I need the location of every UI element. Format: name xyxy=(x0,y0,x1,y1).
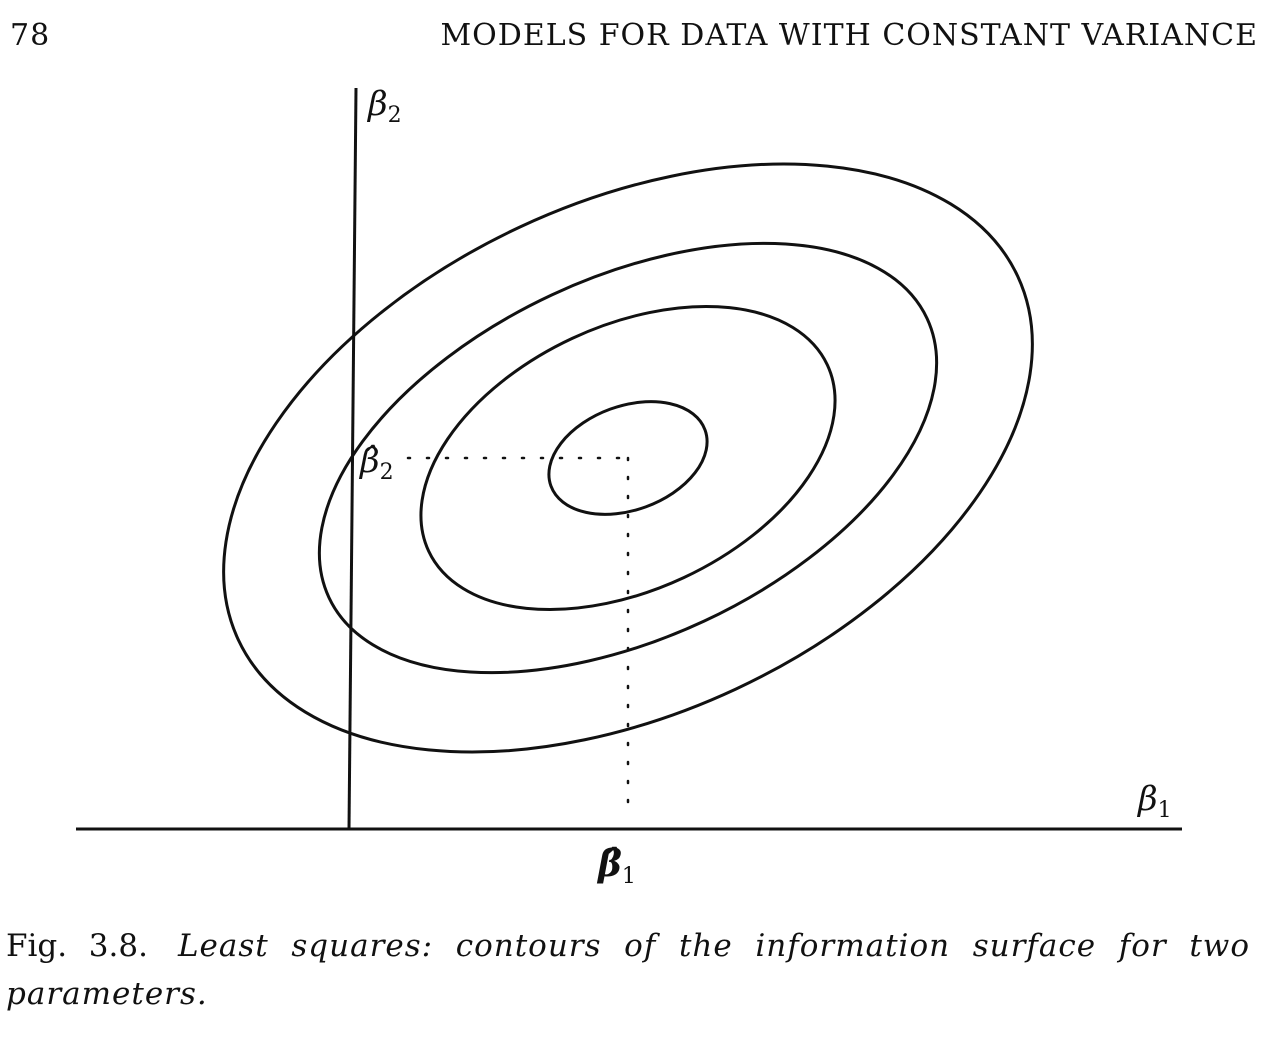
contour-outer xyxy=(222,162,1034,754)
caption-label: Fig. 3.8. xyxy=(6,928,148,964)
caption-text: Least squares: contours of the informati… xyxy=(6,928,1250,1012)
running-head: MODELS FOR DATA WITH CONSTANT VARIANCE xyxy=(440,18,1258,53)
beta1-axis-subscript: 1 xyxy=(1158,798,1172,823)
contour-figure: β2 β1 β̂2 β̂1 xyxy=(76,84,1182,889)
figure-caption: Fig. 3.8. Least squares: contours of the … xyxy=(6,922,1250,1018)
beta1-axis-label: β1 xyxy=(1136,779,1172,823)
contour-inner xyxy=(547,400,709,516)
beta1-axis-symbol: β xyxy=(1136,779,1158,819)
beta2-hat-label: β̂2 xyxy=(358,441,394,485)
page-number: 78 xyxy=(10,18,51,53)
beta2-axis-subscript: 2 xyxy=(388,103,402,128)
beta1-hat-label: β̂1 xyxy=(596,843,636,889)
beta2-hat-symbol: β̂ xyxy=(358,441,380,481)
contour-second xyxy=(419,304,837,612)
beta2-hat-subscript: 2 xyxy=(380,460,394,485)
contour-third xyxy=(317,241,939,675)
beta1-hat-subscript: 1 xyxy=(622,864,636,889)
beta1-hat-symbol: β̂ xyxy=(596,843,622,885)
beta2-axis-label: β2 xyxy=(366,84,402,128)
beta2-axis-symbol: β xyxy=(366,84,388,124)
